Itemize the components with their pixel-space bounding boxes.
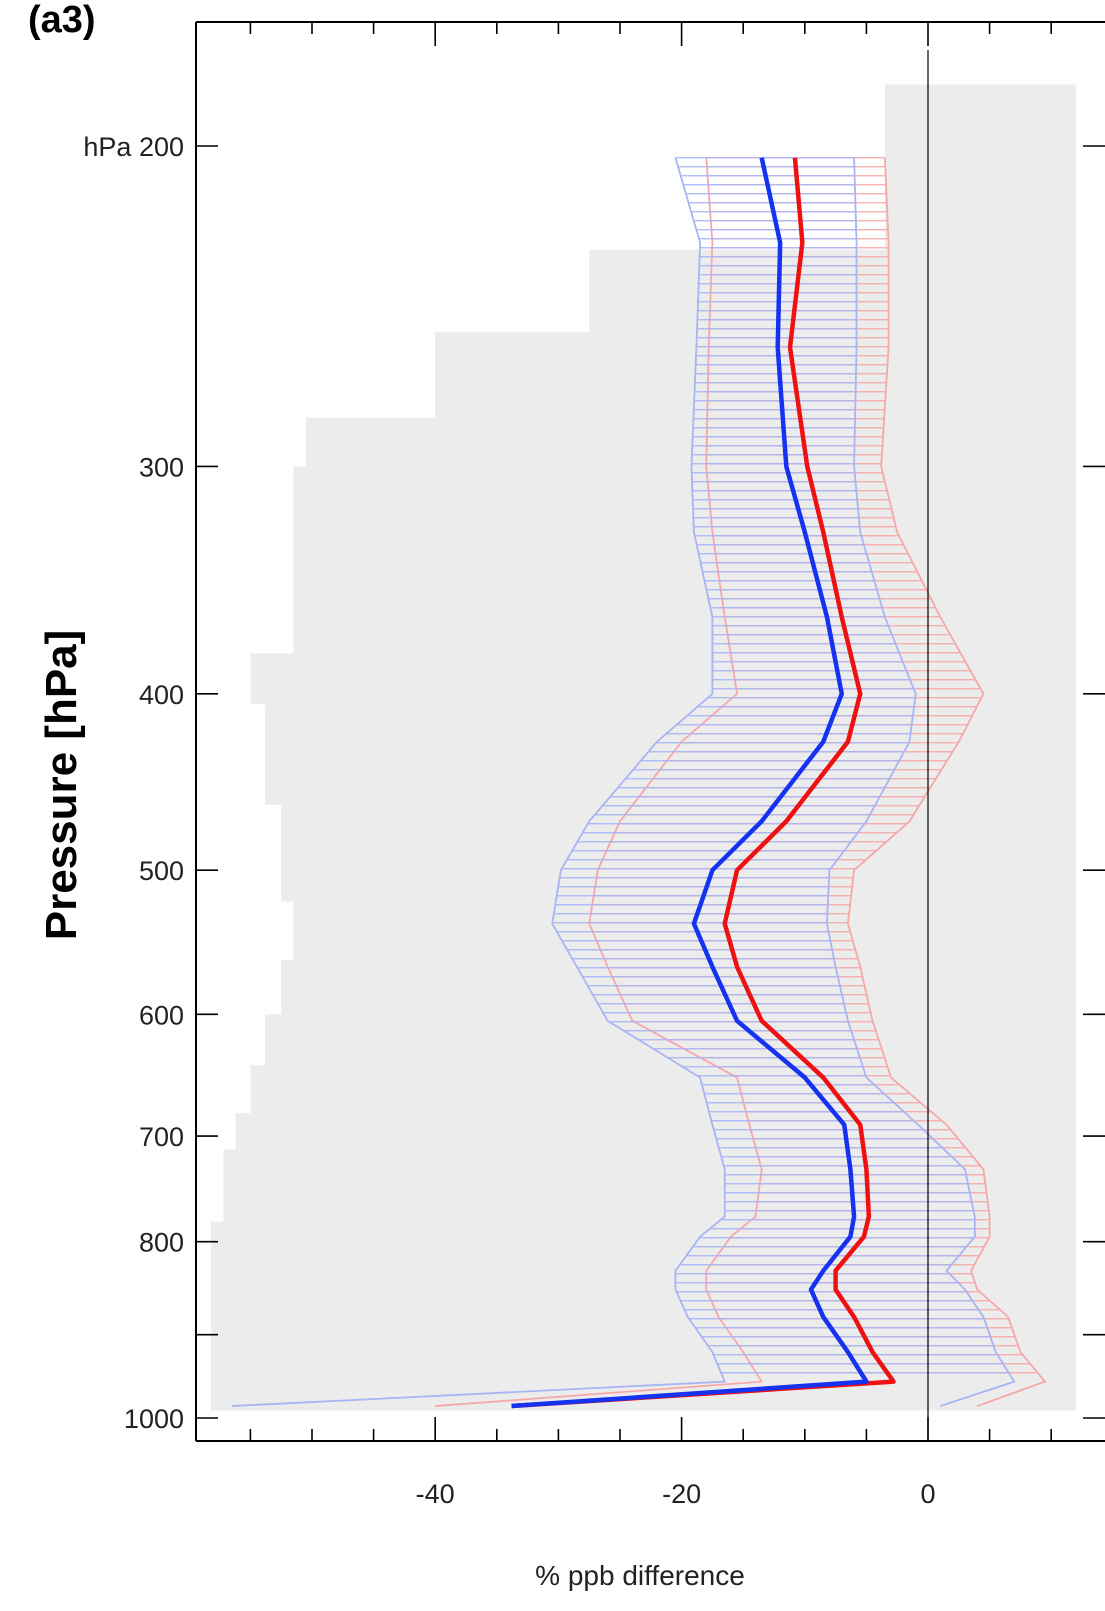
shaded-step	[589, 249, 1076, 333]
shaded-step	[265, 703, 1076, 805]
mean-lines	[511, 157, 896, 1409]
panel-label: (a3)	[28, 0, 96, 41]
shaded-step	[293, 901, 1076, 961]
shaded-step	[250, 1065, 1076, 1114]
y-tick-label: hPa 200	[83, 132, 184, 162]
x-tick-label: -20	[662, 1479, 701, 1509]
shaded-step	[435, 331, 1076, 419]
shaded-step	[210, 1221, 1076, 1411]
band-upper-edge	[826, 157, 1016, 1407]
x-tick-labels: -40 -20 0	[416, 1479, 936, 1509]
shaded-step	[250, 653, 1076, 705]
y-axis-label: Pressure [hPa]	[37, 630, 86, 941]
shaded-step	[293, 466, 1076, 654]
axes	[195, 21, 1105, 1442]
y-tick-label: 800	[139, 1228, 184, 1258]
shaded-region	[210, 84, 1076, 1411]
x-axis-label: % ppb difference	[535, 1560, 745, 1591]
y-tick-labels: hPa 200 300 400 500 600 700 800 1000	[83, 132, 184, 1434]
x-tick-label: -40	[416, 1479, 455, 1509]
uncertainty-bands	[231, 157, 1047, 1407]
shaded-step	[884, 84, 1076, 251]
band-upper-edge	[847, 157, 1047, 1407]
shaded-step	[281, 959, 1076, 1015]
shaded-step	[235, 1113, 1076, 1151]
band-lower-edge	[435, 157, 764, 1407]
band-lower-edge	[231, 157, 727, 1407]
shaded-step	[305, 417, 1076, 467]
band-blue	[231, 157, 1016, 1407]
y-tick-label: 600	[139, 1000, 184, 1030]
y-tick-label: 700	[139, 1122, 184, 1152]
mean-line-red	[511, 157, 896, 1409]
y-tick-label: 500	[139, 856, 184, 886]
y-tick-label: 300	[139, 452, 184, 482]
y-tick-label: 400	[139, 680, 184, 710]
shaded-step	[281, 804, 1076, 902]
mean-line-blue	[511, 157, 869, 1409]
x-tick-label: 0	[920, 1479, 935, 1509]
shaded-step	[223, 1149, 1076, 1223]
y-tick-label: 1000	[124, 1404, 184, 1434]
